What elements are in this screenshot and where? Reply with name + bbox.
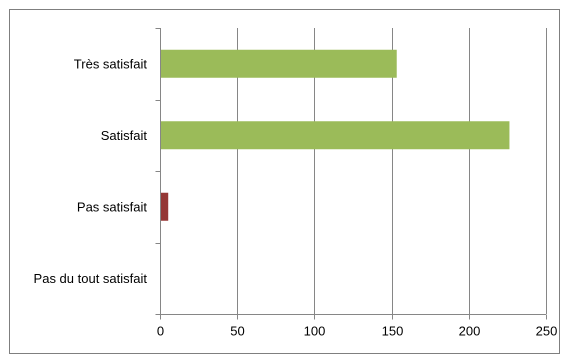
category-label-3: Pas du tout satisfait xyxy=(34,271,148,286)
x-tick-label-200: 200 xyxy=(459,324,481,339)
category-label-0: Très satisfait xyxy=(74,56,148,71)
x-tick-label-0: 0 xyxy=(157,324,164,339)
x-tick-label-250: 250 xyxy=(536,324,558,339)
bar-2 xyxy=(160,192,169,221)
bar-chart: Très satisfait Satisfait Pas satisfait Pas … xyxy=(34,28,558,339)
x-tick-label-150: 150 xyxy=(382,324,404,339)
bar-1 xyxy=(160,121,510,150)
x-tick-label-50: 50 xyxy=(230,324,244,339)
x-tick-label-100: 100 xyxy=(304,324,326,339)
bar-0 xyxy=(160,49,397,78)
category-label-2: Pas satisfait xyxy=(77,199,147,214)
category-label-1: Satisfait xyxy=(101,128,148,143)
